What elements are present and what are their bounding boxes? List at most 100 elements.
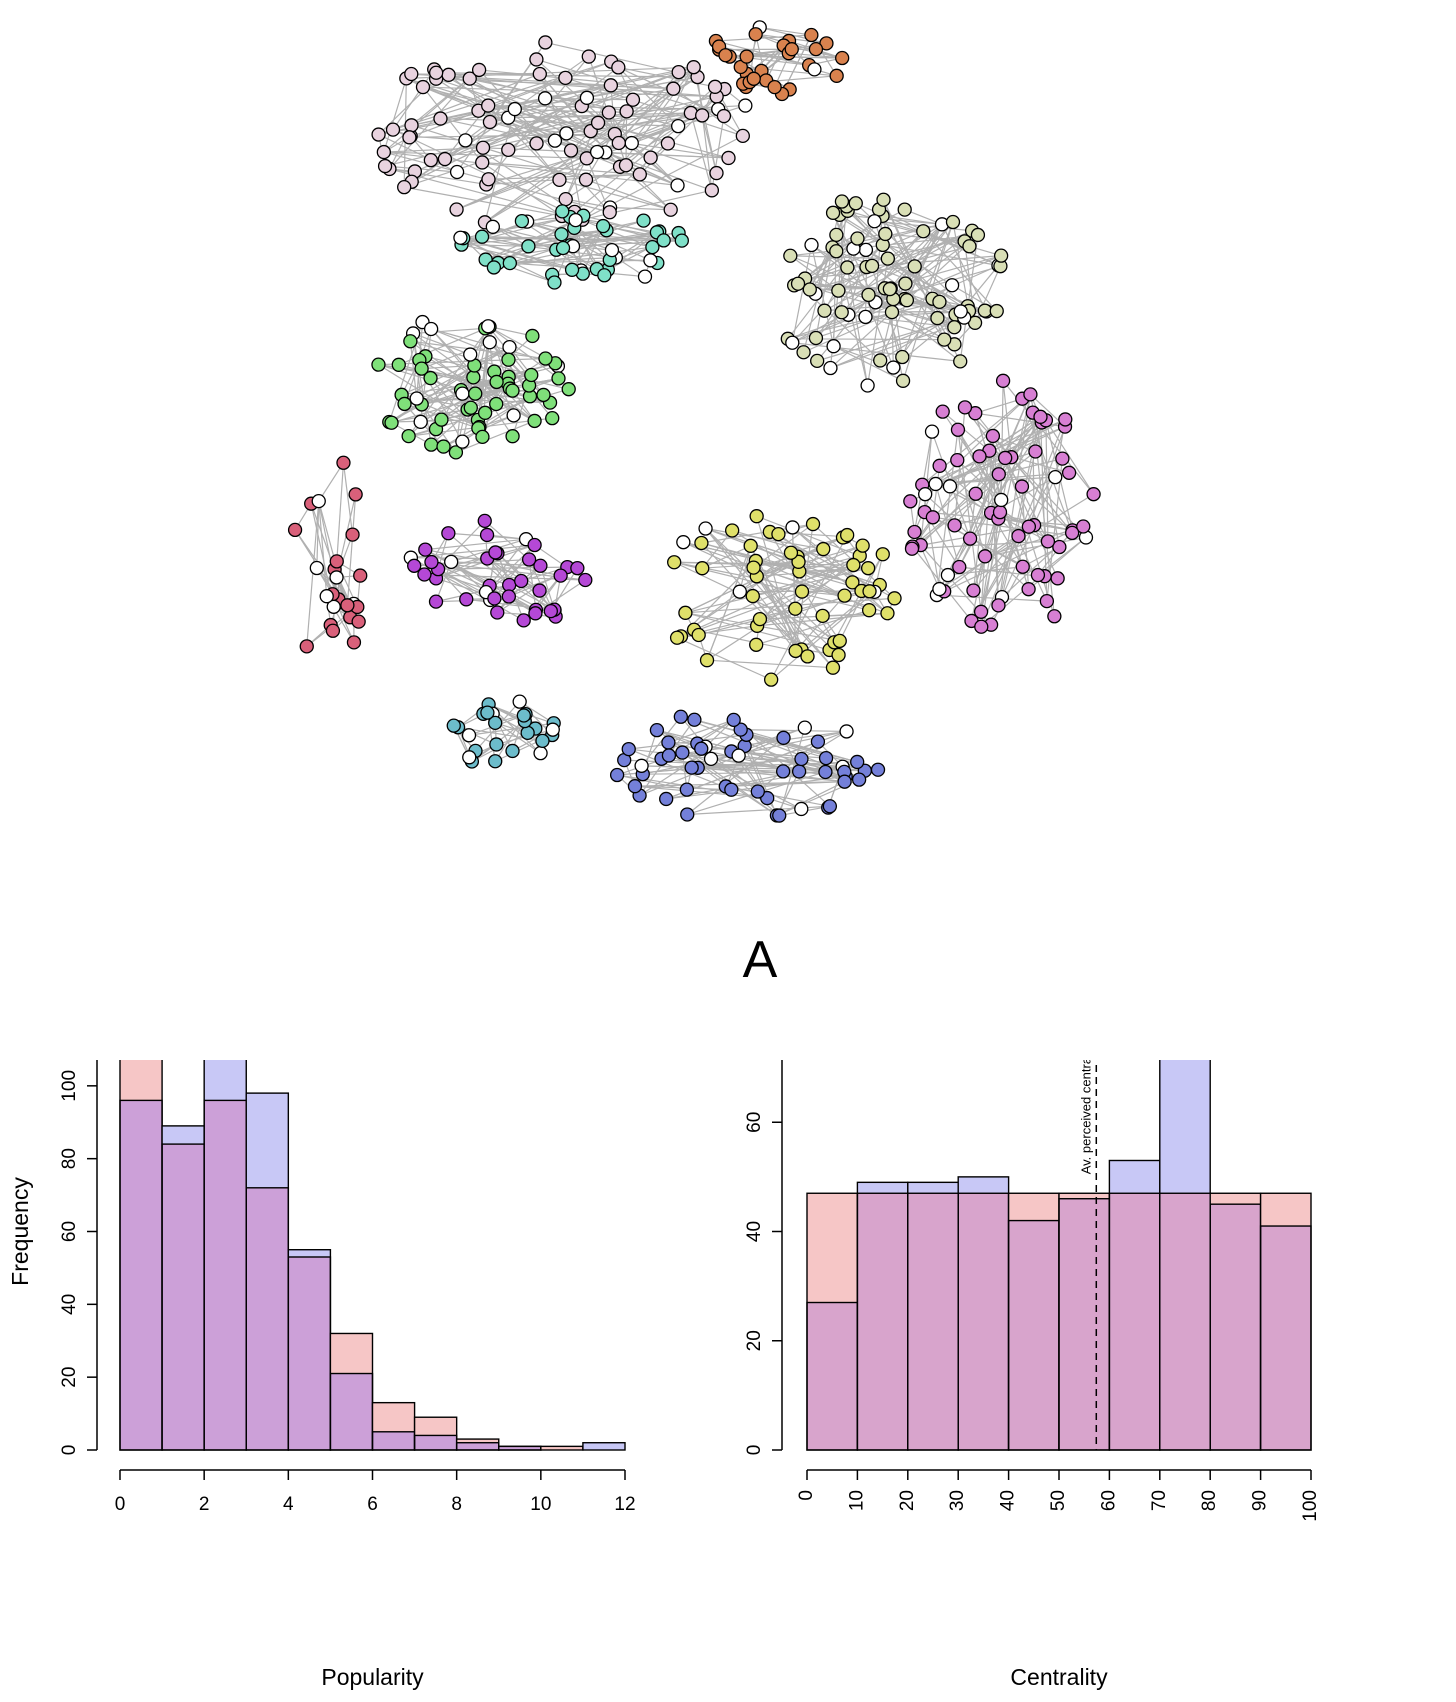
network-node-pink: [481, 98, 496, 113]
network-node-blue: [627, 779, 643, 794]
network-node-pink: [423, 153, 439, 168]
network-node-red: [319, 589, 334, 604]
network-node-magenta: [957, 400, 973, 415]
network-node-pink: [704, 183, 720, 198]
network-node-magenta: [942, 479, 958, 494]
network-node-blue: [822, 799, 838, 814]
network-edge: [342, 462, 354, 535]
network-node-orange: [739, 49, 754, 64]
network-node-purple: [477, 513, 492, 529]
network-edge: [696, 719, 735, 745]
network-node-pink: [666, 81, 681, 96]
network-node-olive: [930, 310, 945, 326]
network-node-purple: [444, 554, 459, 569]
network-node-purple: [521, 552, 537, 567]
network-edge: [484, 520, 530, 560]
network-node-yellow: [694, 535, 709, 551]
network-node-pink: [579, 151, 594, 166]
network-node-olive: [817, 303, 832, 318]
network-node-cyan: [545, 722, 560, 737]
network-node-yellow: [746, 560, 761, 575]
network-node-blue: [634, 758, 649, 773]
network-node-magenta: [991, 467, 1006, 482]
histogram-bar-overlap: [807, 1302, 858, 1450]
network-edge: [676, 637, 772, 681]
network-node-olive: [850, 231, 865, 246]
network-edge: [378, 357, 546, 366]
network-node-orange: [807, 62, 822, 77]
network-node-green: [391, 357, 406, 372]
network-nodes: [287, 20, 1101, 823]
network-edge: [619, 166, 672, 211]
network-node-magenta: [904, 541, 920, 556]
network-edge: [953, 310, 986, 345]
network-edge: [725, 54, 810, 66]
x-tick-label: 80: [1199, 1490, 1220, 1511]
network-node-green: [475, 429, 490, 445]
network-node-olive: [829, 227, 844, 243]
network-node-magenta: [1023, 387, 1038, 402]
network-node-blue: [837, 774, 852, 789]
network-edge: [793, 230, 924, 286]
histogram-bar-excess: [330, 1333, 373, 1374]
network-edge: [853, 234, 979, 250]
network-node-green: [403, 334, 418, 349]
network-edge: [430, 66, 694, 161]
network-edge: [715, 34, 812, 42]
network-node-cyan: [489, 737, 504, 752]
network-node-pink: [433, 111, 448, 126]
network-node-green: [489, 396, 504, 412]
network-node-green: [413, 414, 428, 429]
x-tick-label: 0: [796, 1490, 817, 1501]
network-node-blue: [649, 723, 665, 738]
network-node-olive: [861, 287, 876, 303]
network-node-purple: [479, 527, 495, 543]
histogram-bar-excess: [414, 1417, 457, 1436]
network-node-pink: [589, 144, 605, 160]
network-node-purple: [533, 558, 548, 573]
network-edge: [1021, 486, 1073, 534]
network-node-green: [371, 357, 386, 372]
network-node-magenta: [907, 524, 922, 540]
network-node-yellow: [783, 545, 799, 560]
network-node-magenta: [974, 619, 989, 634]
network-node-orange: [835, 50, 850, 66]
network-node-magenta: [992, 505, 1008, 520]
network-node-magenta: [903, 494, 918, 509]
histogram-bar-excess: [1260, 1193, 1311, 1227]
network-node-yellow: [832, 633, 847, 649]
network-node-yellow: [667, 555, 682, 570]
network-node-olive: [880, 251, 895, 266]
network-node-magenta: [1040, 534, 1056, 549]
network-edge: [759, 26, 812, 36]
histogram-bar-overlap: [162, 1144, 205, 1450]
network-node-teal: [554, 227, 569, 242]
y-axis-label: Frequency: [7, 1177, 33, 1286]
y-tick-label: 0: [59, 1445, 80, 1456]
network-node-magenta: [1021, 519, 1037, 534]
network-node-purple: [516, 613, 531, 628]
network-node-teal: [568, 212, 583, 228]
network-node-magenta: [1061, 465, 1077, 480]
network-node-pink: [558, 191, 573, 207]
network-edge: [697, 767, 845, 783]
network-edge: [586, 76, 698, 99]
network-edge: [383, 69, 480, 153]
network-node-yellow: [846, 557, 861, 573]
network-edge: [391, 387, 511, 424]
popularity-histogram: 024681012Popularity020406080100120Freque…: [7, 1060, 636, 1690]
network-edge: [778, 533, 888, 614]
network-edge: [901, 221, 954, 358]
network-node-green: [536, 387, 551, 403]
network-node-yellow: [669, 630, 685, 645]
network-node-pink: [385, 122, 401, 137]
network-node-green: [434, 412, 449, 427]
histogram-bars: [806, 1060, 1312, 1451]
network-node-olive: [932, 294, 947, 310]
network-node-green: [545, 410, 560, 426]
network-edge: [493, 335, 533, 373]
network-node-teal: [595, 218, 611, 234]
network-node-olive: [790, 276, 806, 291]
network-node-red: [299, 639, 314, 654]
network-node-magenta: [1021, 582, 1036, 597]
